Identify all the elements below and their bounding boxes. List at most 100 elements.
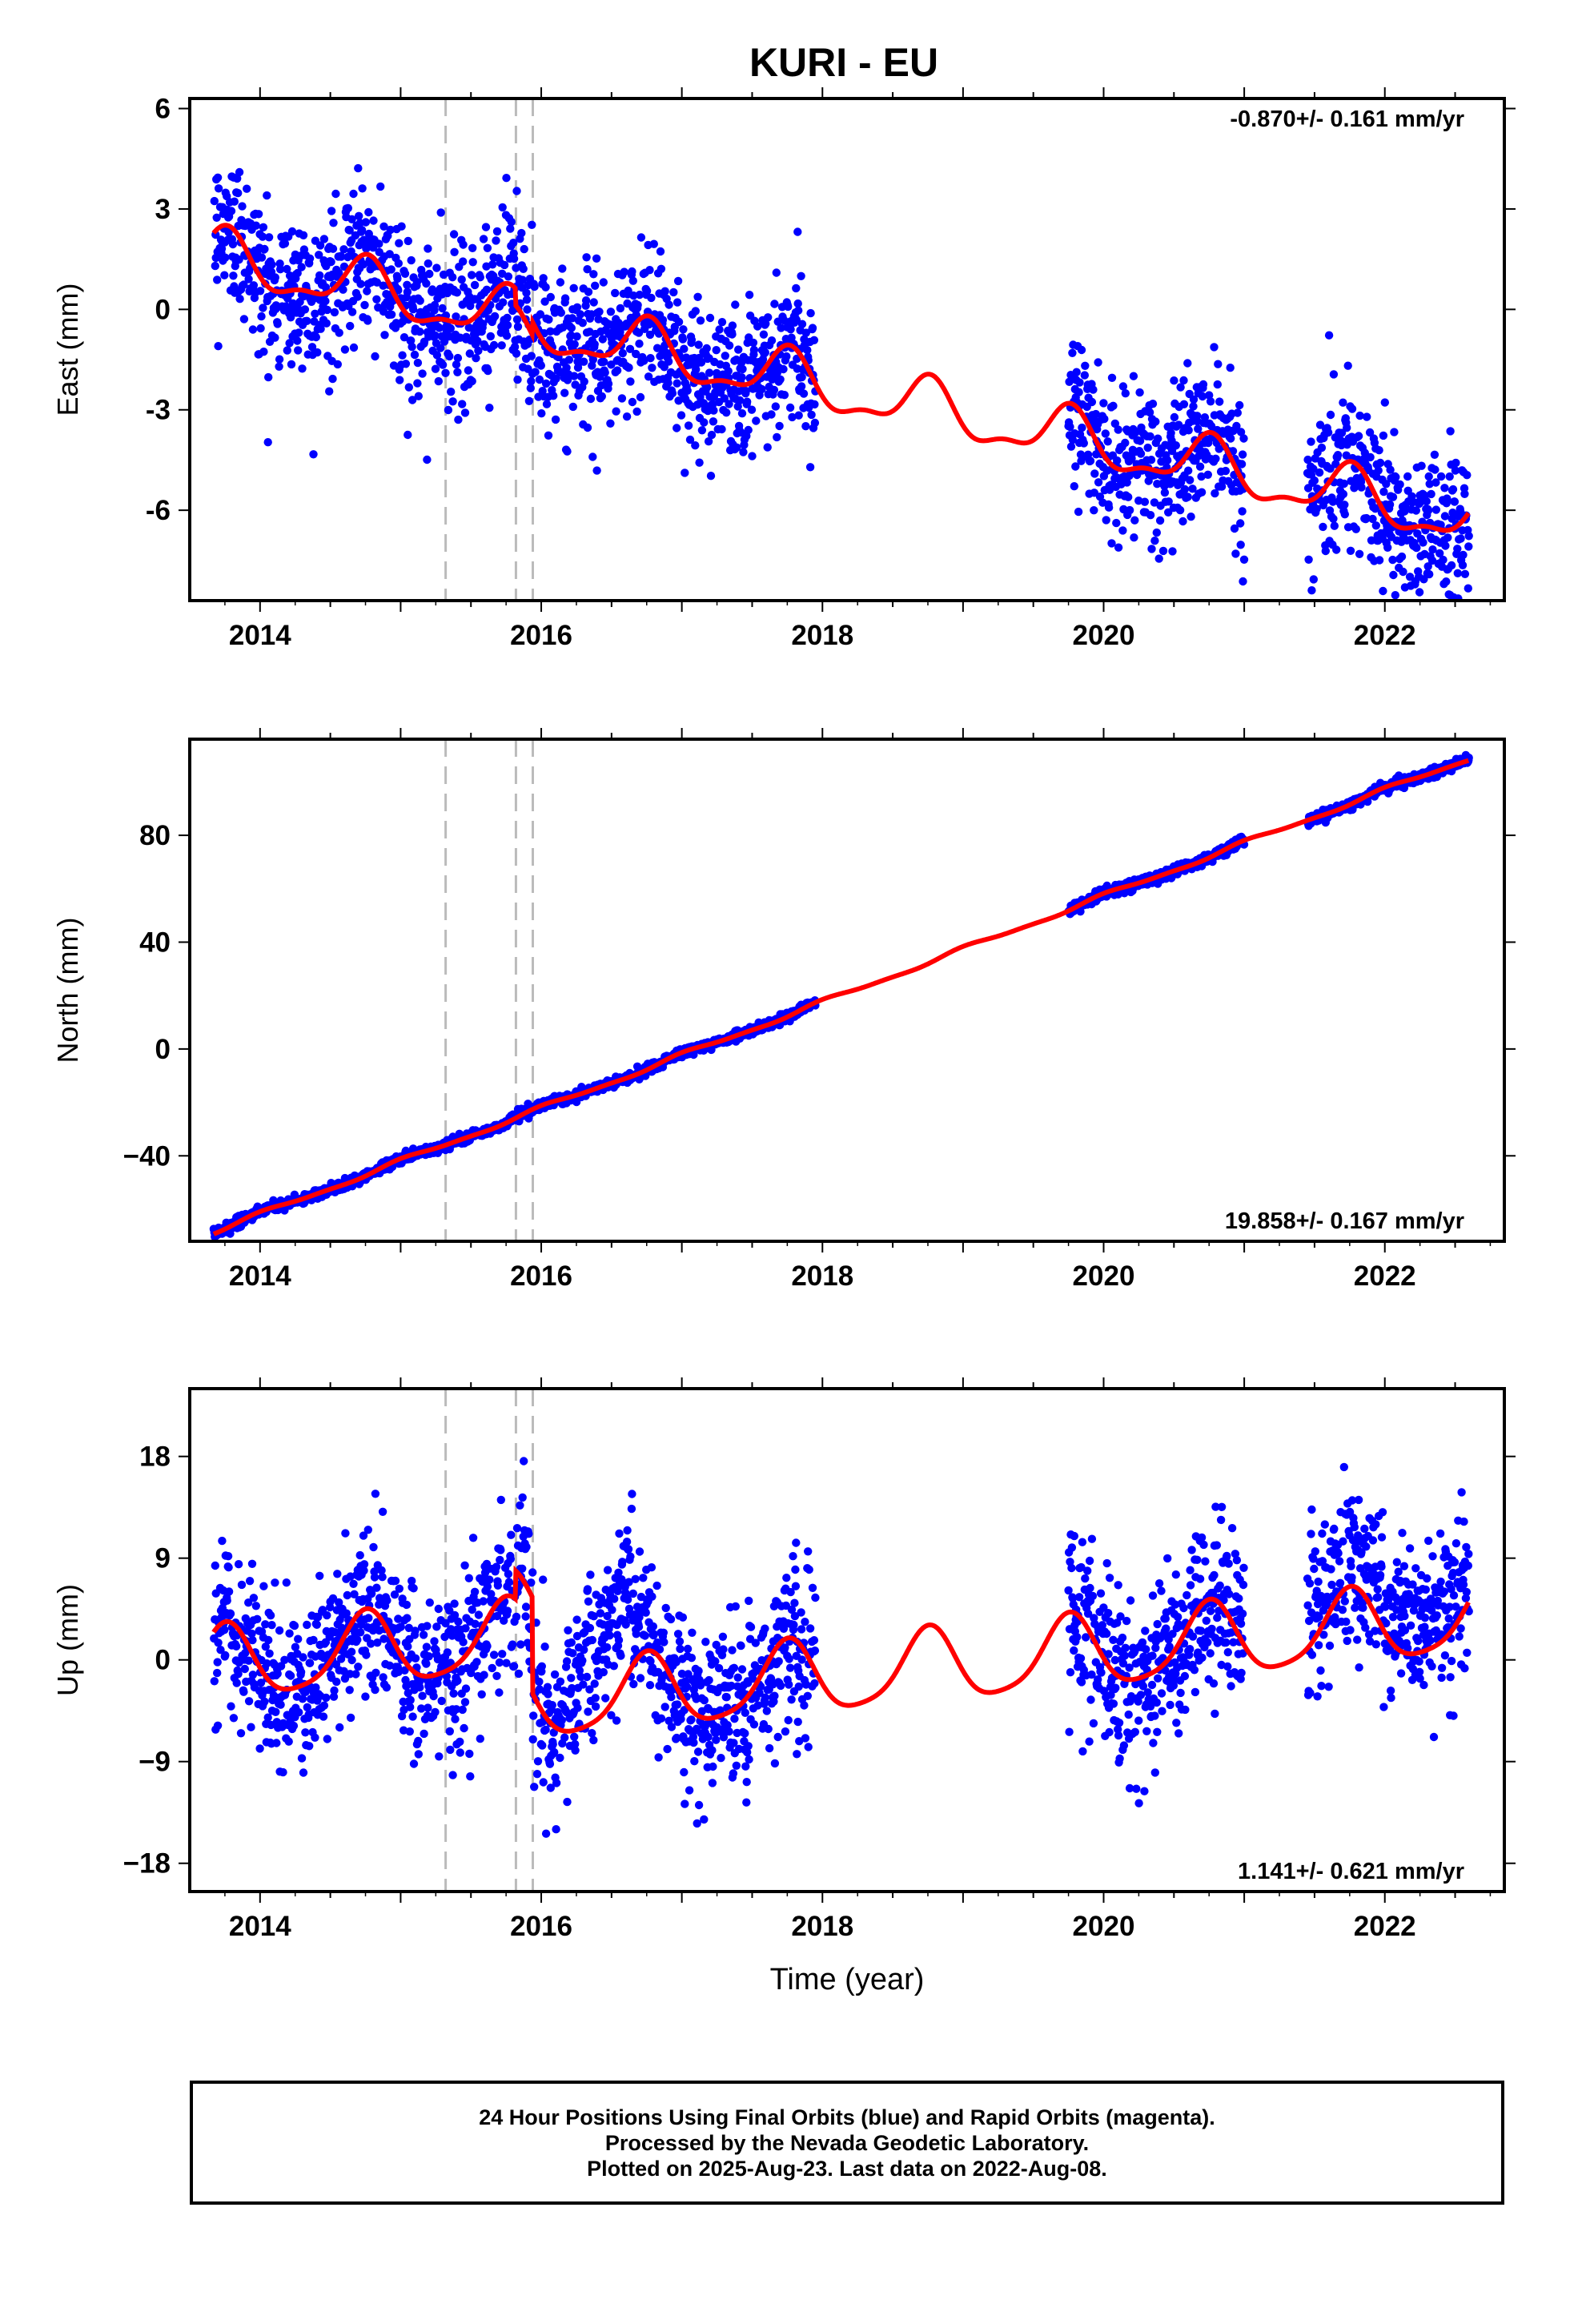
data-point-2070 [1431, 505, 1441, 514]
data-point-974 [632, 407, 641, 416]
data-point-748 [536, 310, 545, 319]
data-point-1 [211, 261, 219, 271]
x-tick-label: 2020 [1073, 1261, 1135, 1292]
data-point-155 [276, 1662, 286, 1671]
data-point-96 [251, 221, 260, 230]
data-point-1945 [1379, 431, 1388, 440]
data-point-717 [522, 296, 532, 304]
data-point-461 [409, 1584, 418, 1593]
data-point-416 [390, 1590, 400, 1599]
data-point-46 [230, 197, 239, 206]
data-point-329 [354, 163, 363, 173]
data-point-1371 [805, 463, 815, 472]
data-point-566 [459, 257, 468, 266]
data-point-872 [589, 270, 598, 279]
data-point-85 [247, 1559, 257, 1569]
data-point-799 [556, 308, 565, 317]
data-point-1351 [797, 382, 806, 391]
data-point-1042 [664, 378, 673, 388]
data-point-504 [431, 364, 440, 373]
data-point-1888 [1351, 525, 1361, 533]
data-point-1344 [794, 411, 803, 420]
data-point-1618 [1168, 547, 1177, 556]
data-point-420 [394, 259, 403, 268]
data-point-417 [393, 274, 402, 283]
data-point-1232 [745, 291, 754, 300]
data-point-84 [247, 1629, 256, 1638]
data-point-206 [299, 1768, 308, 1777]
data-point-824 [568, 314, 576, 323]
data-point-132 [267, 260, 276, 269]
data-point-10 [214, 184, 223, 193]
data-point-1025 [656, 264, 666, 273]
data-point-1301 [775, 421, 784, 431]
data-point-289 [335, 1598, 343, 1607]
data-point-126 [264, 233, 274, 242]
data-point-1453 [1094, 358, 1102, 367]
data-point-711 [520, 244, 528, 254]
data-point-939 [617, 394, 627, 403]
data-point-116 [261, 1642, 270, 1651]
data-point-262 [323, 1735, 331, 1743]
data-point-1645 [1178, 517, 1187, 526]
data-point-123 [264, 1635, 273, 1645]
data-point-1433 [1086, 456, 1095, 465]
data-point-386 [380, 331, 389, 340]
data-point-1812 [1317, 443, 1327, 452]
data-point-285 [333, 1570, 342, 1578]
data-point-373 [371, 1685, 379, 1695]
data-point-801 [558, 264, 567, 273]
data-point-1687 [1195, 462, 1205, 471]
data-point-1765 [1233, 408, 1243, 417]
data-point-979 [635, 340, 644, 348]
data-point-2066 [1430, 450, 1439, 459]
data-point-1871 [1343, 361, 1352, 370]
data-point-177 [287, 227, 297, 236]
y-axis-label: East (mm) [51, 283, 84, 416]
data-point-41 [227, 1702, 235, 1711]
data-point-1769 [1235, 400, 1244, 410]
data-point-1828 [1324, 331, 1334, 340]
data-point-1623 [1170, 412, 1179, 422]
data-point-623 [483, 243, 492, 252]
data-point-1063 [673, 276, 683, 286]
data-point-1191 [728, 321, 737, 330]
data-point-2002 [1403, 472, 1412, 481]
data-point-503 [431, 331, 440, 340]
data-point-1648 [1179, 400, 1189, 408]
data-point-2053 [1424, 472, 1433, 481]
data-point-1059 [673, 424, 681, 432]
data-point-1342 [793, 299, 802, 308]
data-point-1750 [1227, 434, 1235, 443]
data-point-553 [452, 360, 461, 369]
data-point-1929 [1371, 521, 1381, 530]
data-point-1728 [1215, 397, 1224, 406]
data-point-1875 [1346, 546, 1355, 555]
data-point-2142 [1464, 532, 1473, 541]
data-point-1226 [743, 397, 752, 406]
data-point-15 [216, 1646, 225, 1655]
data-point-490 [425, 269, 434, 279]
data-point-40 [226, 1609, 235, 1618]
data-points [210, 163, 1473, 601]
data-point-1627 [1171, 441, 1181, 450]
data-point-7 [213, 1668, 222, 1678]
data-point-854 [581, 296, 591, 305]
data-point-1608 [1164, 508, 1173, 517]
data-point-1573 [1147, 545, 1156, 553]
data-point-472 [414, 1736, 423, 1746]
data-point-2100 [1445, 472, 1454, 481]
data-point-253 [319, 1712, 328, 1721]
data-point-2134 [1460, 569, 1470, 578]
data-point-529 [441, 368, 450, 377]
data-point-346 [361, 218, 371, 227]
data-point-1844 [1332, 545, 1341, 554]
data-point-1778 [1239, 577, 1247, 586]
data-point-1534 [1130, 516, 1139, 525]
data-point-2084 [1439, 555, 1447, 565]
data-point-1994 [1399, 567, 1407, 577]
data-point-1484 [1107, 373, 1117, 382]
data-point-1715 [1210, 343, 1219, 352]
data-point-639 [489, 340, 499, 350]
